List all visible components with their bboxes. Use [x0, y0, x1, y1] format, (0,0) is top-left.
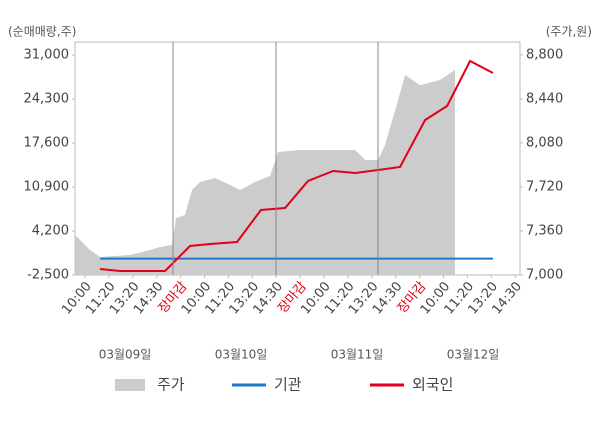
legend-label: 주가 — [157, 376, 185, 394]
y2-tick-label: 8,440 — [526, 92, 563, 107]
legend-label: 기관 — [274, 376, 302, 394]
y2-axis-label: (주가,원) — [546, 25, 592, 39]
plot-area — [75, 59, 494, 276]
legend-swatch — [115, 379, 145, 391]
price-area — [75, 70, 455, 276]
y-tick-label: 17,600 — [24, 136, 70, 151]
date-label: 03월12일 — [447, 348, 500, 362]
y-axis-label: (순매매량,주) — [8, 25, 76, 39]
y-tick-label: 24,300 — [24, 92, 70, 107]
y2-tick-label: 7,000 — [526, 268, 563, 283]
date-label: 03월11일 — [331, 348, 384, 362]
date-label: 03월09일 — [99, 348, 152, 362]
series-line — [99, 59, 494, 273]
y2-tick-label: 8,080 — [526, 136, 563, 151]
y-tick-label: -2,500 — [27, 268, 69, 283]
y2-tick-label: 8,800 — [526, 48, 563, 63]
y2-tick-label: 7,360 — [526, 224, 563, 239]
y2-tick-label: 7,720 — [526, 180, 563, 195]
y-tick-label: 10,900 — [24, 180, 70, 195]
legend-label: 외국인 — [412, 376, 453, 394]
date-label: 03월10일 — [215, 348, 268, 362]
y-tick-label: 4,200 — [32, 224, 69, 239]
y-tick-label: 31,000 — [24, 48, 70, 63]
